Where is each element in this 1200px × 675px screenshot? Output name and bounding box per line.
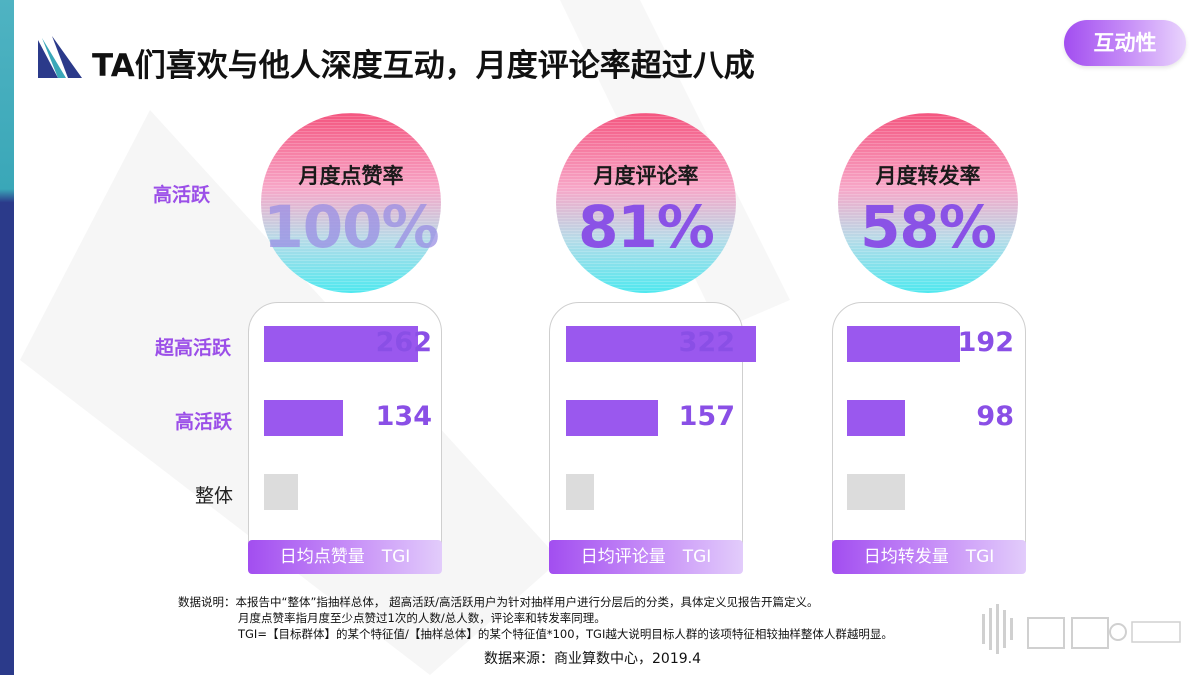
- circle-label: 月度转发率: [875, 164, 981, 188]
- left-accent-band: [0, 0, 14, 675]
- row-label-super-active: 超高活跃: [155, 337, 232, 359]
- watermark-logo-icon: [982, 604, 1181, 654]
- data-note-line-3: TGI=【目标群体】的某个特征值/【抽样总体】的某个特征值*100，TGI越大说…: [238, 627, 893, 641]
- rate-circle-shares: 月度转发率 58%: [838, 113, 1018, 293]
- bar-super-active: [566, 326, 756, 362]
- bar-high-active: [264, 400, 343, 436]
- circle-label: 月度评论率: [593, 164, 699, 188]
- panel-footer-comments: 日均评论量 TGI: [549, 540, 743, 574]
- bar-overall: [264, 474, 298, 510]
- row-label-high-active-circles: 高活跃: [153, 184, 211, 206]
- data-source: 数据来源：商业算数中心，2019.4: [484, 651, 701, 667]
- row-label-overall: 整体: [195, 485, 234, 507]
- rate-circle-comments: 月度评论率 81%: [556, 113, 736, 293]
- bar-value-label: 262: [375, 327, 432, 358]
- data-note-line-1: 数据说明：本报告中“整体”指抽样总体， 超高活跃/高活跃用户为针对抽样用户进行分…: [178, 595, 819, 609]
- bar-value-label: 322: [678, 327, 735, 358]
- rate-circle-likes: 月度点赞率 100%: [261, 113, 441, 293]
- panel-footer-likes: 日均点赞量 TGI: [248, 540, 442, 574]
- bar-super-active: [264, 326, 418, 362]
- bar-value-label: 134: [375, 401, 432, 432]
- bar-high-active: [847, 400, 905, 436]
- bar-value-label: 157: [678, 401, 735, 432]
- bar-overall: [566, 474, 594, 510]
- data-note-line-2: 月度点赞率指月度至少点赞过1次的人数/总人数，评论率和转发率同理。: [238, 611, 606, 625]
- bar-value-label: 192: [957, 327, 1014, 358]
- panel-footer-shares: 日均转发量 TGI: [832, 540, 1026, 574]
- brand-logo-icon: [38, 36, 82, 78]
- bar-super-active: [847, 326, 960, 362]
- page-title: TA们喜欢与他人深度互动，月度评论率超过八成: [92, 48, 755, 84]
- bar-value-label: 98: [976, 401, 1014, 432]
- row-label-high-active: 高活跃: [175, 411, 233, 433]
- circle-value: 100%: [263, 193, 439, 261]
- section-pill: 互动性: [1064, 20, 1186, 66]
- circle-label: 月度点赞率: [298, 164, 404, 188]
- bar-overall: [847, 474, 905, 510]
- circle-value: 58%: [860, 193, 997, 261]
- circle-value: 81%: [578, 193, 715, 261]
- bar-high-active: [566, 400, 658, 436]
